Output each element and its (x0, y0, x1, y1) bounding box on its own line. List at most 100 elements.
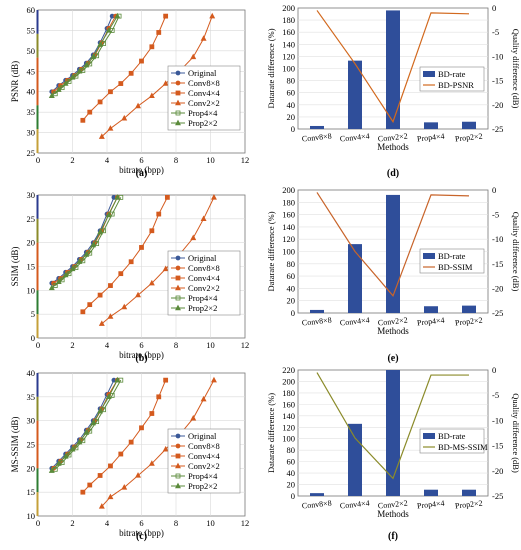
legend: OriginalConv8×8Conv4×4Conv2×2Prop4×4Prop… (167, 65, 241, 131)
y-tick-label: 100 (282, 434, 295, 444)
axis-color-band (36, 373, 39, 397)
y-tick-label: 55 (27, 25, 36, 35)
bar (462, 121, 476, 129)
legend-marker (175, 110, 181, 116)
y-tick-label: 30 (27, 128, 36, 138)
axis-color-band (36, 105, 39, 130)
y-tick-label: 60 (27, 5, 36, 15)
data-point (48, 284, 55, 291)
axis-color-band (36, 266, 39, 291)
series-line (51, 197, 118, 289)
category-label: Conv8×8 (301, 498, 332, 510)
data-point (210, 376, 217, 383)
panel-caption: (a) (136, 168, 148, 179)
y-tick-label: 15 (27, 487, 36, 497)
y-tick-label: 160 (282, 27, 295, 37)
bar (424, 122, 438, 129)
data-point (135, 472, 142, 478)
x-tick-label: 10 (206, 155, 215, 165)
data-point (80, 489, 86, 495)
y-tick-label: 5 (31, 309, 35, 319)
bar (386, 370, 400, 496)
data-point (62, 271, 69, 278)
legend-entry: Conv2×2 (188, 461, 220, 471)
series-prop2-2 (48, 12, 121, 98)
y-tick-label: 20 (287, 296, 296, 306)
data-point (190, 234, 197, 241)
legend-entry: BD-rate (438, 69, 466, 79)
legend-entry: Original (188, 431, 217, 441)
data-point (149, 44, 155, 50)
data-point (114, 12, 121, 19)
data-point (128, 259, 134, 265)
y2-axis-label: Quality difference (dB) (511, 29, 521, 109)
data-point (114, 194, 121, 200)
data-point (101, 407, 106, 413)
data-point (190, 414, 197, 421)
legend-marker (175, 284, 181, 291)
y-axis-label: Datarate difference (%) (266, 28, 276, 108)
data-point (76, 258, 83, 264)
y-tick-label: 40 (27, 87, 36, 97)
panel-caption: (c) (136, 531, 147, 542)
axis-color-band (36, 218, 39, 243)
y-tick-label: 20 (27, 238, 36, 248)
data-point (97, 292, 103, 298)
y-tick-label: 200 (282, 376, 295, 386)
data-point (101, 41, 106, 46)
data-point (139, 58, 144, 64)
bar (348, 423, 362, 496)
data-point (90, 419, 97, 426)
data-point (52, 91, 58, 97)
data-point (80, 309, 86, 315)
legend-marker (175, 255, 181, 261)
data-point (97, 407, 104, 414)
y-axis-label: MS-SSIM (dB) (10, 417, 20, 473)
axis-color-band (36, 468, 39, 493)
y-tick-label: 160 (282, 399, 295, 409)
legend-marker (175, 473, 181, 479)
data-point (97, 228, 104, 235)
y2-tick-label: 0 (492, 185, 496, 195)
y2-tick-label: -20 (492, 100, 503, 110)
data-point (69, 265, 76, 272)
data-point (118, 451, 124, 457)
y-tick-label: 25 (27, 214, 36, 224)
legend-entry: Prop2×2 (188, 481, 217, 491)
y-tick-label: 45 (27, 66, 36, 76)
data-point (83, 251, 90, 257)
category-label: Prop2×2 (455, 132, 483, 144)
series-conv4-4 (80, 377, 169, 495)
series-line (101, 379, 215, 507)
data-point (105, 393, 112, 400)
data-point (97, 99, 103, 105)
y-tick-label: 15 (27, 262, 36, 272)
y-tick-label: 20 (287, 480, 296, 490)
data-point (135, 291, 142, 298)
data-point (128, 439, 134, 445)
x-axis-label: Methods (377, 326, 409, 336)
legend-entry: Prop2×2 (188, 303, 217, 313)
x-axis-label: bitrate (bpp) (119, 528, 164, 538)
y-tick-label: 60 (287, 457, 296, 467)
axis-color-band (36, 57, 39, 82)
x-tick-label: 4 (105, 155, 110, 165)
quality-line (316, 10, 470, 124)
y-tick-label: 200 (282, 185, 295, 195)
y2-tick-label: -5 (492, 210, 499, 220)
data-point (107, 493, 114, 500)
y-tick-label: 100 (282, 247, 295, 257)
y-tick-label: 0 (31, 333, 35, 343)
series-conv2-2 (98, 194, 217, 326)
bar (310, 125, 324, 129)
data-point (156, 394, 162, 400)
y2-tick-label: -10 (492, 415, 503, 425)
x-tick-label: 2 (70, 518, 74, 528)
category-label: Prop4×4 (417, 316, 445, 328)
series-line (51, 379, 118, 472)
legend-box (167, 250, 241, 316)
data-point (87, 302, 93, 308)
legend-entry: Conv2×2 (188, 98, 220, 108)
data-point (114, 376, 121, 383)
data-point (83, 429, 90, 435)
